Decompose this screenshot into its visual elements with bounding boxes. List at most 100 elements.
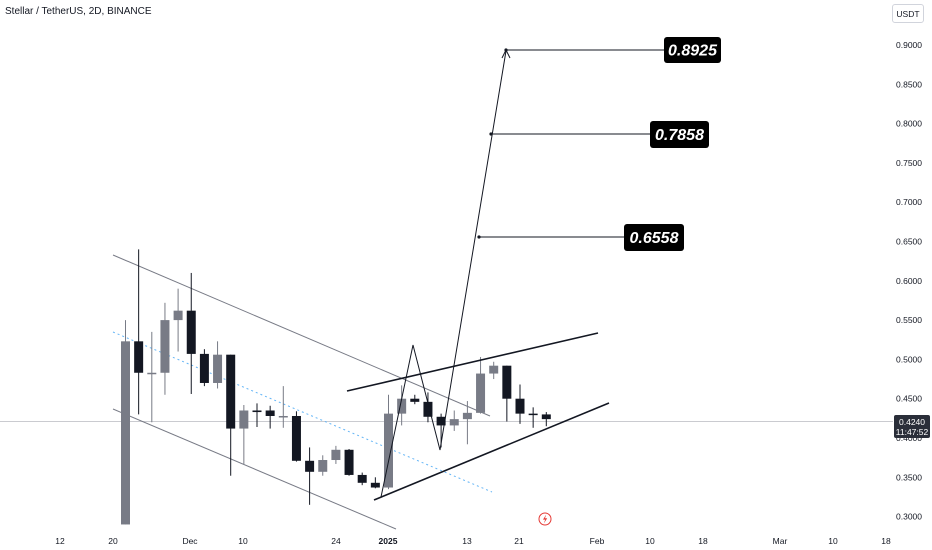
y-tick-label: 0.5000 — [896, 354, 922, 364]
x-tick-label: 18 — [881, 536, 891, 546]
candle-body — [541, 414, 551, 420]
y-tick-label: 0.8000 — [896, 119, 922, 129]
x-tick-label: 10 — [828, 536, 838, 546]
price-tag-price: 0.4240 — [899, 417, 925, 427]
candle-body — [331, 449, 341, 461]
candle — [357, 472, 367, 486]
x-axis[interactable]: 12 20 Dec 10 24 2025 13 21 Feb 10 18 Mar 10 18 — [55, 536, 891, 546]
target-label-2-text: 0.7858 — [655, 127, 704, 144]
candle — [318, 455, 328, 476]
candle-body — [476, 373, 486, 413]
x-tick-label: Dec — [182, 536, 198, 546]
candle-body — [370, 482, 380, 488]
channel-lower-line[interactable] — [112, 408, 397, 530]
candle-body — [318, 460, 328, 472]
candle — [199, 349, 209, 387]
y-tick-label: 0.6000 — [896, 276, 922, 286]
descending-channel[interactable] — [112, 254, 493, 530]
candle-body — [147, 372, 157, 375]
candle-body — [344, 449, 354, 475]
candle-body — [199, 353, 209, 383]
candle-body — [121, 341, 130, 525]
candle-body — [226, 354, 236, 429]
y-tick-label: 0.5500 — [896, 315, 922, 325]
target-label-2[interactable]: 0.7858 — [650, 121, 709, 148]
candle-body — [160, 320, 170, 373]
candle — [410, 394, 420, 405]
channel-mid-dotted-line[interactable] — [112, 331, 493, 493]
candle-body — [436, 416, 446, 426]
projection-path[interactable] — [380, 50, 507, 498]
candle-body — [489, 365, 499, 374]
x-tick-label: 2025 — [379, 536, 398, 546]
candle-body — [173, 310, 183, 321]
candle-body — [252, 410, 262, 413]
candle — [239, 404, 249, 464]
candle-body — [239, 410, 249, 429]
candle-body — [410, 398, 420, 402]
candle-body — [462, 412, 472, 420]
triangle-upper-line[interactable] — [346, 332, 599, 392]
candle-body — [502, 365, 512, 399]
channel-upper-line[interactable] — [112, 254, 491, 417]
y-axis[interactable]: 0.9000 0.8500 0.8000 0.7500 0.7000 0.6500 0.60… — [896, 40, 922, 522]
candle — [305, 447, 315, 505]
target-line-2[interactable] — [489, 132, 650, 136]
candle — [173, 288, 183, 352]
target-label-3[interactable]: 0.6558 — [624, 224, 684, 251]
target-label-1-box — [664, 37, 721, 63]
candle — [147, 331, 157, 423]
candle — [186, 272, 196, 394]
target-label-1[interactable]: 0.8925 — [664, 37, 721, 63]
target-line-1[interactable] — [504, 48, 664, 52]
y-tick-label: 0.6500 — [896, 237, 922, 247]
price-tag-countdown: 11:47:52 — [896, 427, 929, 437]
y-tick-label: 0.9000 — [896, 40, 922, 50]
candle-body — [528, 413, 538, 416]
triangle-pattern[interactable] — [346, 332, 610, 501]
currency-button[interactable]: USDT — [892, 4, 924, 23]
candle-body — [384, 413, 393, 488]
candle — [213, 341, 223, 389]
candle — [397, 385, 407, 426]
target-line-3[interactable] — [477, 235, 624, 239]
candle-body — [357, 474, 367, 483]
target-label-2-box — [650, 121, 709, 148]
candle — [462, 401, 472, 445]
candle — [226, 354, 236, 476]
x-tick-label: 10 — [645, 536, 655, 546]
target-label-3-text: 0.6558 — [630, 230, 679, 247]
candle — [384, 394, 393, 490]
y-tick-label: 0.8500 — [896, 79, 922, 89]
target-line-2-point — [489, 132, 493, 136]
candle-body — [213, 354, 223, 383]
candle — [121, 320, 130, 525]
candle — [291, 411, 301, 462]
candle — [476, 357, 486, 414]
y-tick-label: 0.4500 — [896, 394, 922, 404]
candle-body — [423, 401, 433, 417]
candle — [528, 407, 538, 428]
candle-body — [291, 415, 301, 461]
candle — [489, 361, 499, 380]
candle — [344, 449, 354, 476]
target-line-3-point — [477, 235, 481, 239]
candle-body — [278, 415, 288, 418]
price-tag-box — [894, 415, 930, 438]
x-tick-label: Mar — [773, 536, 788, 546]
target-line-1-point — [504, 48, 508, 52]
event-marker[interactable] — [538, 512, 552, 526]
target-label-1-text: 0.8925 — [668, 43, 718, 60]
triangle-lower-line[interactable] — [373, 402, 610, 501]
candle — [278, 386, 288, 428]
x-tick-label: 20 — [108, 536, 118, 546]
x-tick-label: 18 — [698, 536, 708, 546]
candle-body — [515, 398, 525, 414]
x-tick-label: 10 — [238, 536, 248, 546]
candle — [449, 410, 459, 431]
x-tick-label: 24 — [331, 536, 341, 546]
price-tag: 0.4240 11:47:52 — [894, 415, 930, 438]
candle-body — [134, 341, 144, 373]
y-tick-label: 0.3000 — [896, 512, 922, 522]
